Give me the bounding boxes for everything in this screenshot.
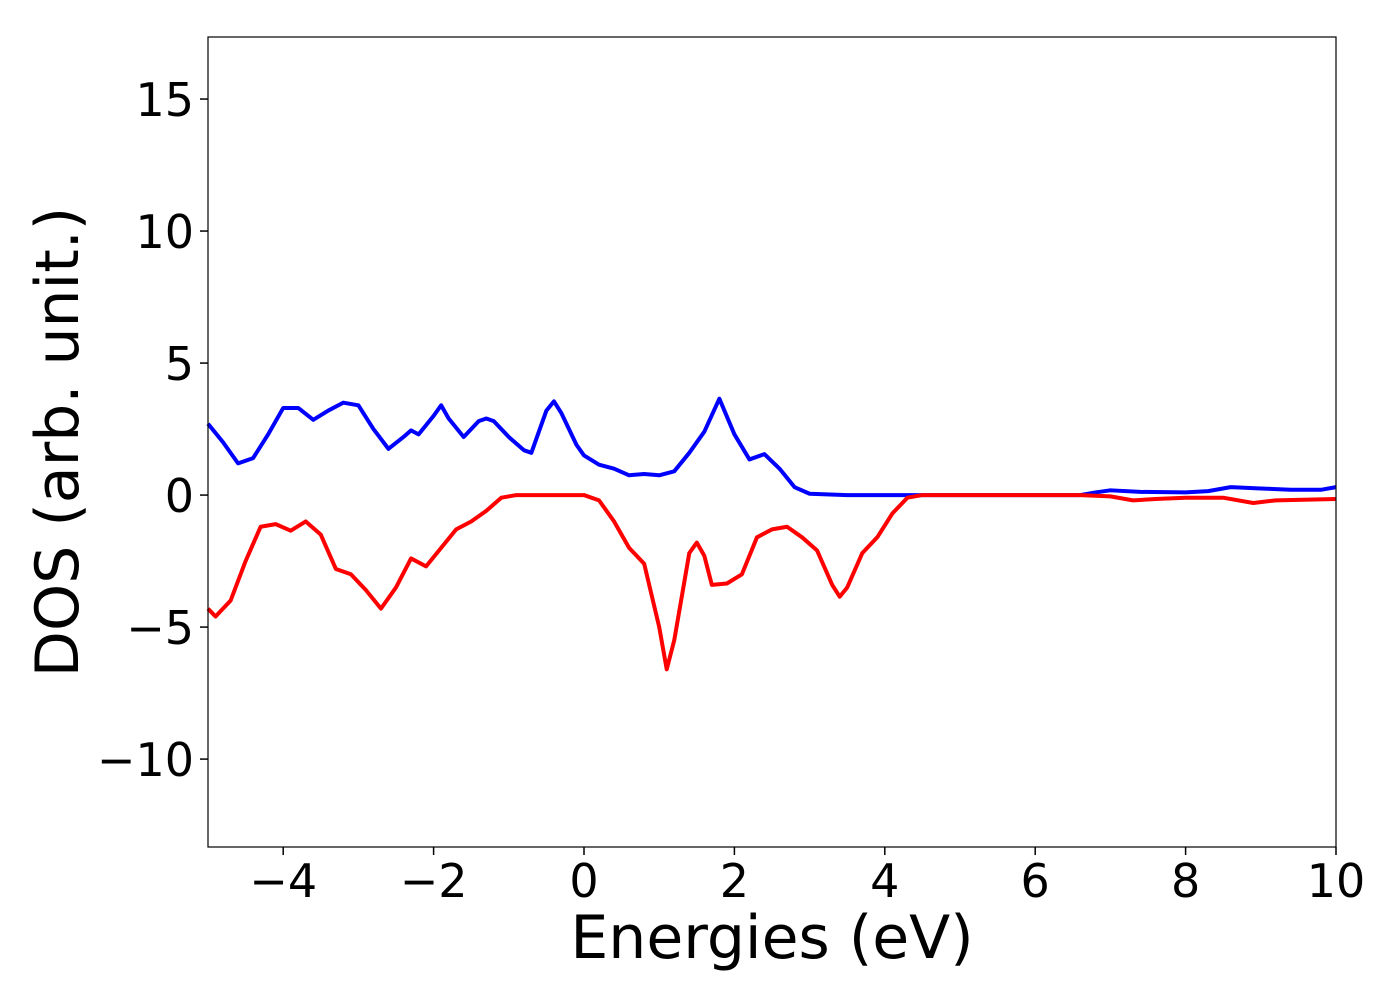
y-tick-label: −10 xyxy=(97,733,194,787)
x-tick-label: 2 xyxy=(720,854,749,908)
y-axis-label: DOS (arb. unit.) xyxy=(23,207,93,677)
y-tick-label: 5 xyxy=(165,337,194,391)
x-tick-label: 8 xyxy=(1171,854,1200,908)
x-tick-label: 4 xyxy=(870,854,899,908)
plot-frame xyxy=(207,36,1337,848)
x-tick-label: −4 xyxy=(249,854,317,908)
x-axis-label: Energies (eV) xyxy=(570,903,973,973)
x-tick-label: 10 xyxy=(1307,854,1366,908)
y-tick-label: 0 xyxy=(165,469,194,523)
x-tick-label: 6 xyxy=(1021,854,1050,908)
x-tick-label: 0 xyxy=(569,854,598,908)
y-tick-label: −5 xyxy=(126,601,194,655)
x-tick-label: −2 xyxy=(400,854,468,908)
y-tick-label: 10 xyxy=(135,205,194,259)
line-series xyxy=(206,493,1337,672)
y-tick-label: 15 xyxy=(135,73,194,127)
line-series xyxy=(206,396,1337,498)
